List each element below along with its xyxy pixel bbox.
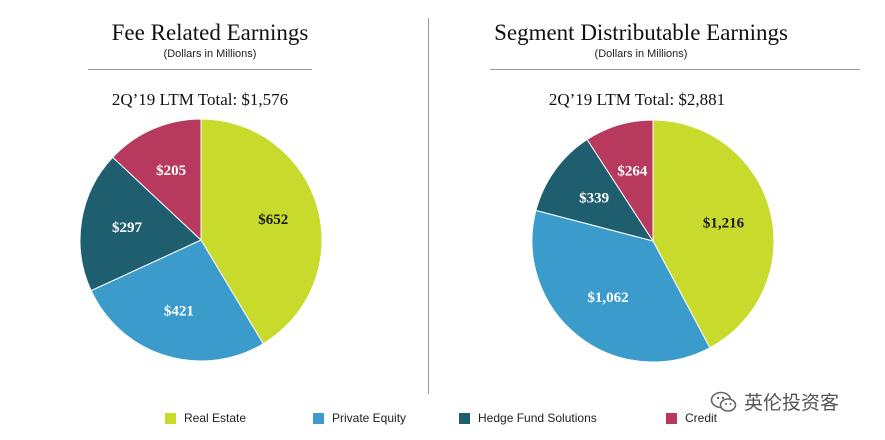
legend-item-real-estate: Real Estate	[165, 411, 246, 425]
legend-label: Hedge Fund Solutions	[478, 411, 597, 425]
legend-item-credit: Credit	[666, 411, 717, 425]
pie-slice-hedge-fund-solutions	[535, 138, 655, 242]
pie-slice-credit	[586, 119, 654, 243]
legend-label: Real Estate	[184, 411, 247, 425]
pie-data-label: $1,062	[587, 290, 628, 306]
pie-data-label: $652	[258, 212, 288, 228]
chart-subtitle: (Dollars in Millions)	[163, 48, 257, 60]
chart-total-label: 2Q’19 LTM Total: $2,881	[548, 90, 726, 109]
chart-total-label: 2Q’19 LTM Total: $1,576	[111, 90, 289, 109]
pie-data-label: $1,216	[703, 215, 745, 231]
legend-item-hedge-fund-solutions: Hedge Fund Solutions	[459, 411, 597, 425]
legend-label: Private Equity	[332, 411, 407, 425]
pie-slice-real-estate	[200, 118, 323, 345]
pie-slice-real-estate	[652, 119, 775, 349]
pie-data-label: $339	[579, 191, 609, 207]
wechat-icon	[710, 391, 737, 412]
legend-item-private-equity: Private Equity	[313, 411, 406, 425]
fee-related-earnings-panel: Fee Related Earnings (Dollars in Million…	[0, 0, 420, 390]
legend-label: Credit	[685, 411, 718, 425]
pie-slice-private-equity	[90, 239, 264, 362]
chart-subtitle: (Dollars in Millions)	[594, 48, 688, 60]
chart-title: Fee Related Earnings	[111, 20, 309, 45]
pie-data-label: $421	[164, 304, 194, 320]
fee-related-earnings-pie: $652 $421 $297 $205	[79, 118, 323, 362]
title-rule	[88, 69, 312, 70]
chart-legend: Real Estate Private Equity Hedge Fund So…	[0, 411, 885, 431]
pie-data-label: $205	[156, 163, 186, 179]
legend-swatch	[313, 412, 324, 424]
pie-data-label: $297	[112, 220, 143, 236]
panel-divider	[428, 18, 429, 394]
pie-slice-private-equity	[531, 209, 711, 363]
pie-slice-hedge-fund-solutions	[79, 156, 202, 292]
legend-swatch	[666, 412, 677, 424]
segment-distributable-earnings-pie: $1,216 $1,062 $339 $264	[531, 119, 775, 363]
pie-data-label: $264	[617, 163, 648, 179]
title-rule	[490, 69, 860, 70]
watermark-text: 英伦投资客	[744, 392, 840, 414]
chart-title: Segment Distributable Earnings	[494, 20, 788, 45]
watermark: 英伦投资客	[710, 388, 839, 415]
legend-swatch	[459, 412, 470, 424]
pie-slice-credit	[112, 118, 202, 242]
segment-distributable-earnings-panel: Segment Distributable Earnings (Dollars …	[445, 0, 865, 390]
legend-swatch	[165, 412, 176, 424]
